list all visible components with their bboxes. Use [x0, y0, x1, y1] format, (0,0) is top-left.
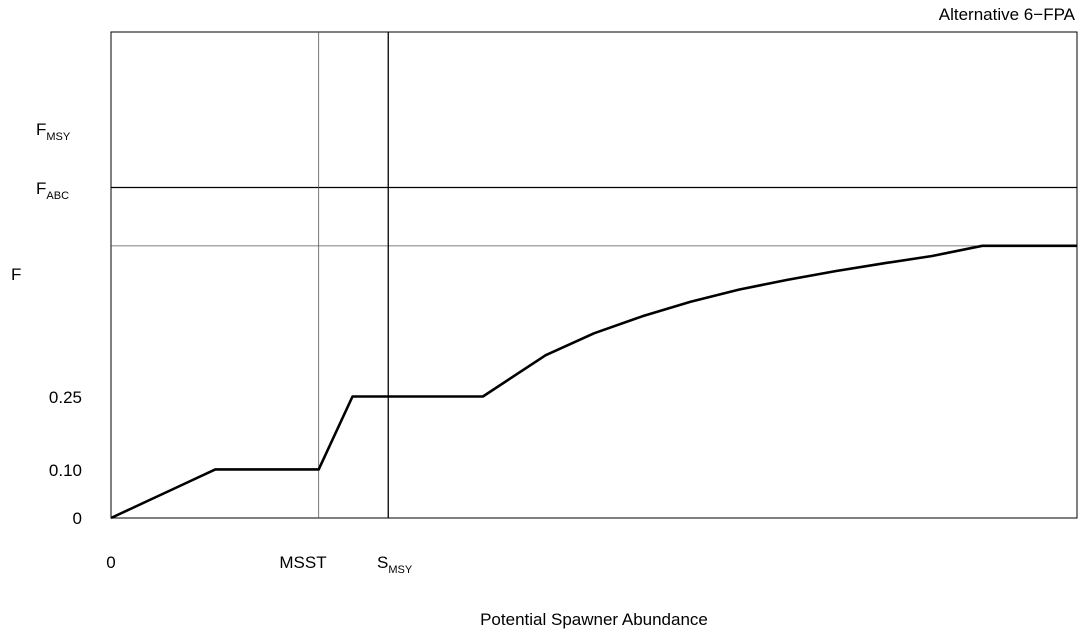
y-tick-label-0: 0	[73, 509, 82, 528]
chart-title: Alternative 6−FPA	[939, 5, 1076, 24]
x-tick-label-msst: MSST	[279, 553, 326, 572]
y-tick-label-0-25: 0.25	[49, 388, 82, 407]
plot-frame	[110, 31, 1078, 519]
harvest-control-rule-line	[110, 244, 1077, 520]
y-tick-label-0-10: 0.10	[49, 461, 82, 480]
x-tick-label-0: 0	[106, 553, 115, 572]
y-axis-label: F	[11, 265, 21, 284]
x-axis-label: Potential Spawner Abundance	[480, 610, 708, 629]
